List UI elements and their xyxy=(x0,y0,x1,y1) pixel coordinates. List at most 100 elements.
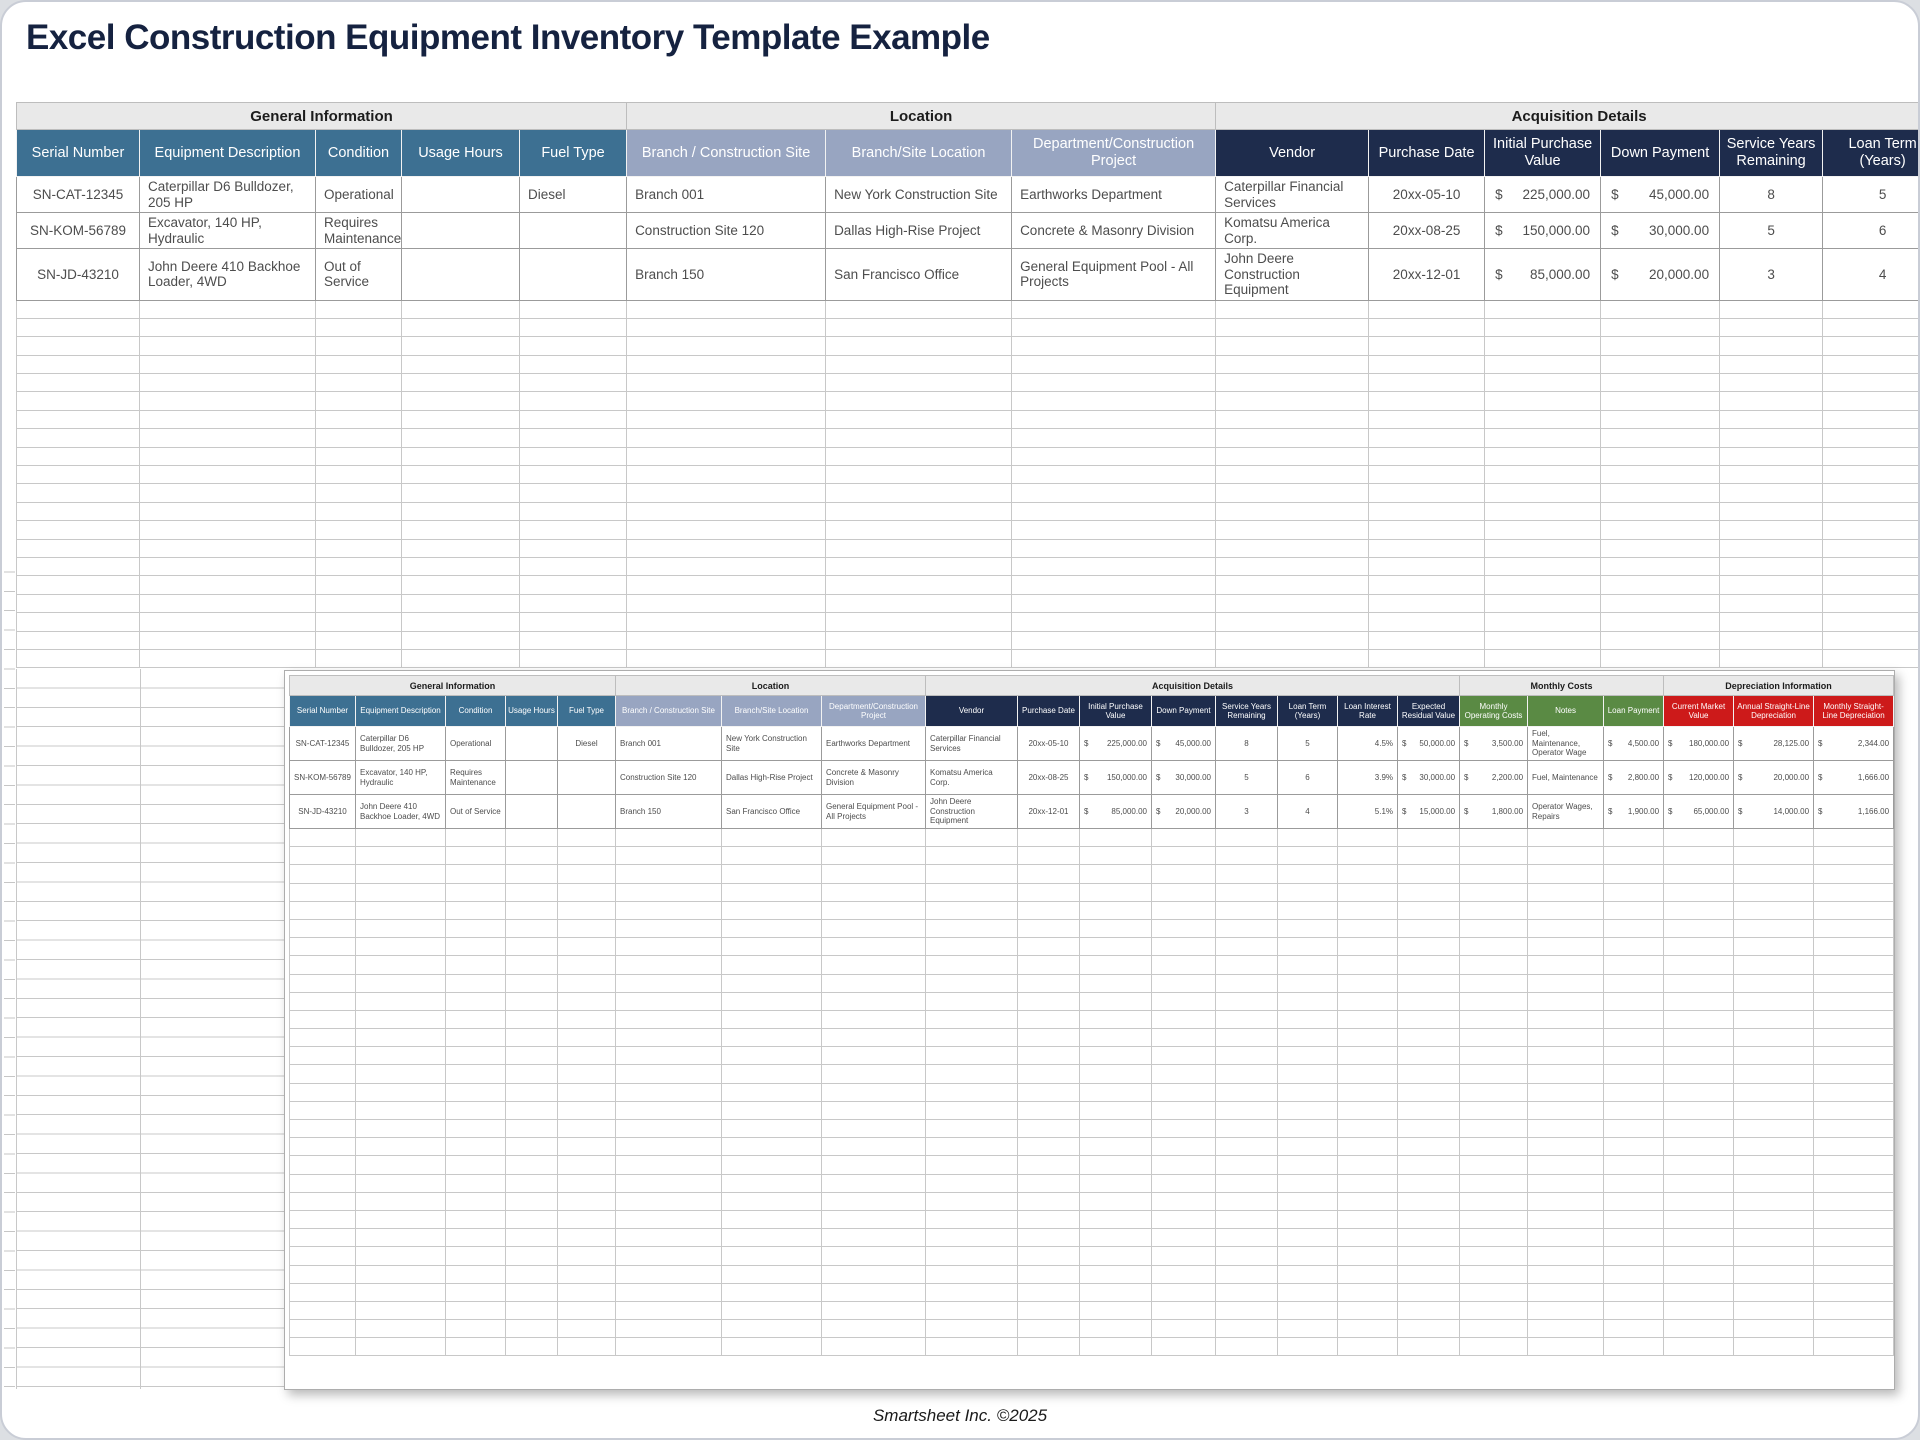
empty-cell xyxy=(16,612,140,632)
empty-cell xyxy=(615,1009,722,1030)
cell-equipment-description: Caterpillar D6 Bulldozer, 205 HP xyxy=(139,176,316,213)
empty-cell xyxy=(1011,391,1217,411)
empty-cell xyxy=(445,900,506,920)
empty-cell xyxy=(505,1155,558,1175)
empty-cell xyxy=(1396,1173,1461,1193)
empty-cell xyxy=(355,1191,446,1211)
empty-cell xyxy=(315,465,402,485)
empty-cell xyxy=(1733,1264,1815,1284)
empty-cell xyxy=(1813,1028,1894,1048)
empty-cell xyxy=(1151,1264,1216,1284)
currency-symbol: $ xyxy=(1818,772,1823,782)
empty-cell xyxy=(1396,864,1461,884)
empty-cell xyxy=(289,973,356,993)
empty-cell xyxy=(1733,1209,1815,1230)
empty-cell xyxy=(1527,1282,1605,1302)
empty-cell xyxy=(1396,1209,1461,1230)
empty-cell xyxy=(1719,538,1824,558)
empty-cell xyxy=(1079,846,1152,866)
currency-symbol: $ xyxy=(1402,806,1407,816)
empty-cell xyxy=(626,630,827,650)
empty-cell xyxy=(289,1246,356,1266)
empty-cell xyxy=(289,1228,356,1248)
empty-cell xyxy=(315,501,402,522)
empty-cell xyxy=(16,465,140,485)
empty-cell xyxy=(445,1300,506,1321)
empty-cell xyxy=(1079,973,1152,993)
empty-cell xyxy=(1017,1191,1080,1211)
empty-cell xyxy=(505,937,558,957)
empty-cell xyxy=(721,1173,822,1193)
empty-cell xyxy=(1459,1155,1529,1175)
empty-cell xyxy=(1719,648,1824,669)
empty-cell xyxy=(1459,1228,1529,1248)
empty-cell xyxy=(615,991,722,1011)
cell-department-construction-project: Concrete & Masonry Division xyxy=(821,760,926,795)
empty-cell xyxy=(401,354,520,375)
empty-cell xyxy=(1663,1100,1735,1121)
column-header-loan-interest-rate: Loan Interest Rate xyxy=(1337,695,1398,727)
empty-cell xyxy=(1079,1118,1152,1139)
empty-cell xyxy=(1813,1046,1894,1066)
empty-cell xyxy=(1603,973,1665,993)
empty-cell xyxy=(1527,1046,1605,1066)
empty-cell xyxy=(1368,648,1486,669)
empty-cell xyxy=(505,882,558,902)
empty-cell xyxy=(1600,428,1721,448)
empty-cell xyxy=(925,1264,1018,1284)
currency-symbol: $ xyxy=(1608,738,1613,748)
empty-cell xyxy=(1822,575,1918,595)
empty-cell xyxy=(1733,864,1815,884)
empty-cell xyxy=(1277,973,1338,993)
empty-cell xyxy=(1603,1264,1665,1284)
empty-cell xyxy=(1813,1173,1894,1193)
empty-cell xyxy=(1011,483,1217,503)
cell-initial-purchase-value: $150,000.00 xyxy=(1079,760,1152,795)
empty-cell xyxy=(1527,846,1605,866)
column-header-notes: Notes xyxy=(1527,695,1605,727)
empty-cell xyxy=(925,1028,1018,1048)
empty-cell xyxy=(1719,409,1824,430)
empty-cell xyxy=(1822,391,1918,411)
currency-amount: 1,800.00 xyxy=(1491,806,1524,816)
empty-cell xyxy=(139,465,316,485)
empty-cell xyxy=(1079,1173,1152,1193)
empty-cell xyxy=(557,1082,616,1102)
empty-cell xyxy=(1603,827,1665,848)
empty-cell xyxy=(518,446,628,467)
cell-condition: Out of Service xyxy=(445,794,506,829)
cell-down-payment: $30,000.00 xyxy=(1151,760,1216,795)
empty-cell xyxy=(1484,409,1602,430)
empty-cell xyxy=(1719,428,1824,448)
empty-cell xyxy=(139,501,316,522)
empty-cell xyxy=(16,538,140,558)
empty-cell xyxy=(505,973,558,993)
empty-cell xyxy=(315,409,402,430)
empty-cell xyxy=(557,1155,616,1175)
empty-cell xyxy=(821,1337,926,1357)
empty-cell xyxy=(1600,483,1721,503)
empty-cell xyxy=(1459,1064,1529,1084)
column-header-equipment-description: Equipment Description xyxy=(139,129,316,177)
empty-cell xyxy=(557,955,616,975)
empty-cell xyxy=(505,1337,558,1357)
empty-cell xyxy=(721,1009,822,1030)
empty-cell xyxy=(626,373,827,393)
empty-cell xyxy=(615,1228,722,1248)
empty-cell xyxy=(1215,937,1278,957)
empty-cell xyxy=(1733,1319,1815,1339)
empty-cell xyxy=(1079,1209,1152,1230)
cell-purchase-date: 20xx-08-25 xyxy=(1368,212,1486,249)
empty-cell xyxy=(615,827,722,848)
empty-cell xyxy=(518,556,628,577)
empty-cell xyxy=(1151,1028,1216,1048)
empty-cell xyxy=(825,575,1013,595)
empty-cell xyxy=(289,991,356,1011)
currency-amount: 30,000.00 xyxy=(1649,222,1710,238)
empty-cell xyxy=(355,1009,446,1030)
empty-cell xyxy=(721,1282,822,1302)
empty-cell xyxy=(1527,991,1605,1011)
empty-cell xyxy=(1813,1319,1894,1339)
empty-cell xyxy=(821,918,926,939)
empty-cell xyxy=(289,900,356,920)
